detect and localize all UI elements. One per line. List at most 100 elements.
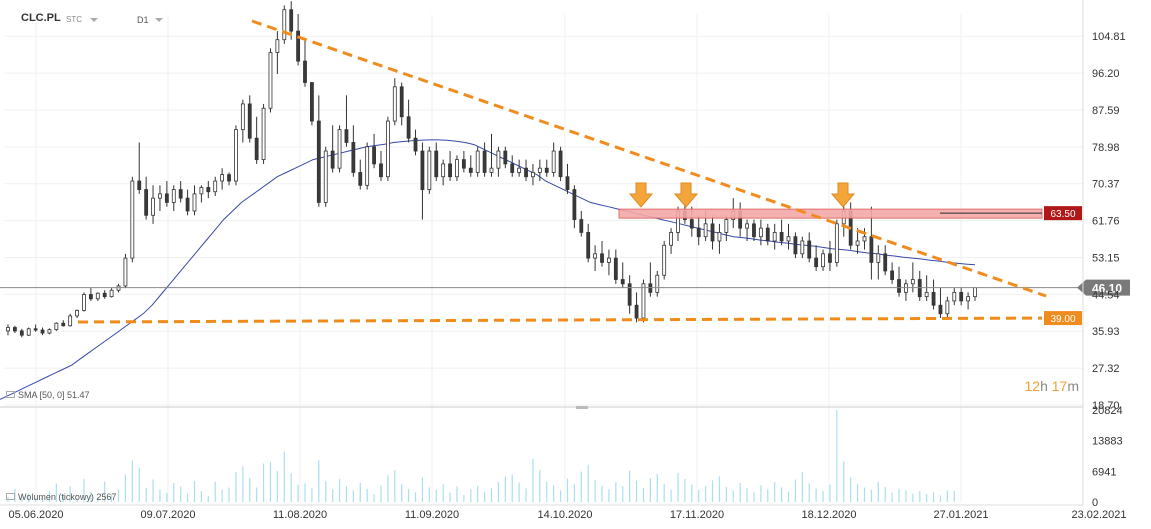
candle-body [88, 294, 93, 300]
price-tick-label: 27.32 [1092, 363, 1120, 375]
candle [869, 206, 874, 280]
candle [19, 328, 24, 338]
candle [641, 279, 646, 323]
candle [151, 185, 155, 224]
candle [144, 176, 149, 220]
price-tick-label: 44.54 [1092, 289, 1120, 301]
candle [510, 155, 515, 177]
candle-body [717, 232, 722, 242]
candle [13, 325, 17, 334]
candle-body [82, 294, 86, 311]
price-badge-bg [1044, 311, 1082, 326]
price-badge-bg [1044, 206, 1082, 221]
price-tick-label: 61.76 [1092, 216, 1120, 228]
candle [717, 223, 722, 254]
candle [931, 279, 936, 310]
candle [904, 279, 908, 301]
candlestick-series [6, 1, 977, 338]
candle [365, 142, 370, 190]
volume-tick-label: 13883 [1092, 436, 1123, 448]
candle [316, 95, 321, 207]
candle [952, 288, 957, 306]
candle-body [227, 174, 231, 182]
candle-body [130, 180, 135, 259]
price-tick-label: 35.93 [1092, 326, 1120, 338]
candle [897, 266, 901, 297]
timeframe-dropdown-icon[interactable] [155, 18, 163, 22]
date-tick-label: 18.12.2020 [801, 509, 856, 521]
candle-body [613, 257, 618, 280]
candle-body [862, 236, 867, 242]
volume-bars [7, 410, 955, 502]
candle [47, 328, 52, 335]
candle-body [455, 159, 459, 178]
candle [779, 219, 784, 246]
candle-body [938, 304, 943, 315]
candle-body [924, 291, 929, 298]
overlays: 63.50 39.00 46.10 [0, 19, 1130, 326]
candle [109, 288, 114, 298]
candle-body [385, 120, 390, 178]
candle [814, 245, 819, 271]
candle-body [151, 197, 155, 216]
candle-body [303, 60, 307, 83]
candle-body [503, 150, 508, 165]
candle-body [6, 327, 10, 332]
symbol-label[interactable]: CLC.PL [21, 12, 61, 24]
candle-body [468, 167, 473, 173]
candle [164, 181, 169, 207]
candle [917, 270, 922, 301]
candle [310, 82, 314, 126]
candle-body [689, 219, 694, 229]
indicator-settings-icon[interactable] [6, 391, 15, 398]
candle [461, 151, 466, 173]
candle [123, 253, 128, 289]
candle-body [461, 159, 466, 169]
candle [613, 249, 618, 284]
candle-body [745, 223, 749, 229]
price-badge-text: 39.00 [1050, 314, 1075, 325]
candle-body [565, 176, 570, 190]
candle [821, 249, 825, 271]
candle [392, 78, 397, 126]
candle [247, 95, 252, 143]
exchange-dropdown-icon[interactable] [90, 18, 98, 22]
candle [323, 146, 328, 207]
candle [966, 292, 970, 310]
volume-indicator-label[interactable]: Wolumen (tickowy) 2567 [18, 492, 117, 502]
candle-body [696, 227, 701, 238]
candle [662, 240, 667, 280]
candle-body [752, 223, 756, 238]
candle-body [68, 315, 73, 327]
candle [579, 210, 584, 237]
candle [669, 228, 673, 254]
candle [468, 155, 473, 177]
candle-body [772, 232, 777, 242]
sma-indicator-label[interactable]: SMA [50, 0] 51.47 [18, 390, 90, 400]
candle [517, 159, 522, 177]
candle [185, 189, 190, 216]
candle-body [793, 236, 798, 255]
volume-tick-label: 6941 [1092, 466, 1116, 478]
candle-body [786, 236, 791, 242]
candle-body [372, 146, 376, 165]
exchange-label[interactable]: STC [66, 15, 82, 24]
date-tick-label: 11.08.2020 [273, 509, 327, 521]
candle [399, 82, 404, 126]
candle-body [351, 142, 356, 173]
candle-body [489, 167, 494, 173]
candle [489, 133, 494, 177]
candle-body [323, 150, 328, 203]
date-tick-label: 23.02.2021 [1071, 509, 1126, 521]
candle-body [254, 137, 259, 161]
candle-body [213, 180, 218, 193]
axes: 104.81 96.20 87.59 78.98 70.37 61.76 53.15 44.5… [0, 0, 1127, 521]
candle [758, 219, 763, 246]
volume-settings-icon[interactable] [6, 493, 15, 500]
timeframe-label[interactable]: D1 [137, 15, 149, 25]
candle [75, 309, 79, 319]
candle [800, 236, 805, 259]
candle [282, 5, 287, 44]
candle-body [268, 52, 273, 109]
